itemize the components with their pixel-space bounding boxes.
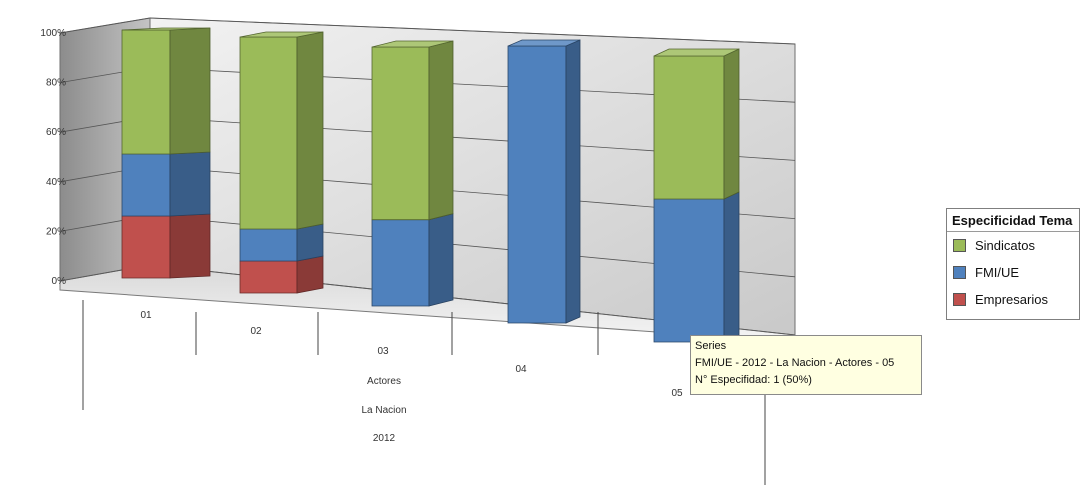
bar-front — [653, 55, 725, 200]
bar-side — [723, 48, 740, 200]
legend-label: FMI/UE — [975, 265, 1020, 280]
x-level-label: 2012 — [373, 433, 396, 444]
tooltip-line-2: FMI/UE - 2012 - La Nacion - Actores - 05 — [695, 357, 895, 369]
bar-top — [507, 39, 581, 47]
bar-side — [169, 27, 211, 155]
bar-front — [371, 46, 430, 221]
data-tooltip: Series FMI/UE - 2012 - La Nacion - Actor… — [690, 335, 922, 395]
bar-side — [428, 40, 454, 221]
bar-side — [296, 255, 324, 294]
legend-title: Especificidad Tema — [947, 209, 1079, 232]
gridline — [149, 17, 796, 45]
x-category-label: 01 — [140, 310, 152, 321]
bar-front — [239, 36, 298, 230]
bar-front — [239, 228, 298, 262]
tooltip-line-1: Series — [695, 340, 727, 352]
legend-label: Sindicatos — [975, 238, 1035, 253]
legend-swatch-fmi-ue — [953, 266, 966, 279]
legend-swatch-sindicatos — [953, 239, 966, 252]
bar-top — [371, 40, 454, 48]
bar-front — [653, 198, 725, 343]
y-tick-label: 60% — [46, 127, 66, 138]
x-category-label: 03 — [377, 346, 389, 357]
bars — [121, 27, 740, 343]
bar-side — [296, 31, 324, 230]
bar-top — [653, 48, 740, 57]
gridline-side — [59, 17, 151, 34]
legend-label: Empresarios — [975, 292, 1048, 307]
bar-front — [121, 153, 171, 217]
bar-front — [371, 219, 430, 307]
y-tick-label: 100% — [40, 28, 66, 39]
legend-item-sindicatos[interactable]: Sindicatos — [947, 232, 1079, 259]
x-level-label: Actores — [367, 376, 401, 387]
y-tick-label: 40% — [46, 177, 66, 188]
bar-front — [507, 45, 567, 324]
legend-item-empresarios[interactable]: Empresarios — [947, 286, 1079, 313]
bar-side — [296, 223, 324, 262]
tooltip-line-3: N° Especifidad: 1 (50%) — [695, 374, 812, 386]
x-category-label: 04 — [515, 364, 527, 375]
bar-side — [723, 191, 740, 343]
bar-top — [239, 31, 324, 38]
x-axis-levels: Actores La Nacion 2012 — [361, 376, 406, 444]
y-tick-label: 20% — [46, 226, 66, 237]
bar-side — [428, 213, 454, 307]
y-axis-ticks: 0% 20% 40% 60% 80% 100% — [40, 28, 66, 287]
x-level-label: La Nacion — [361, 405, 406, 416]
bar-side — [169, 213, 211, 279]
legend-item-fmi-ue[interactable]: FMI/UE — [947, 259, 1079, 286]
x-category-label: 05 — [671, 388, 683, 399]
bar-side — [565, 39, 581, 324]
legend: Especificidad Tema Sindicatos FMI/UE Emp… — [946, 208, 1080, 320]
y-tick-label: 80% — [46, 78, 66, 89]
bar-front — [121, 215, 171, 279]
legend-swatch-empresarios — [953, 293, 966, 306]
bar-top — [121, 27, 211, 31]
bar-front — [239, 260, 298, 294]
bar-front — [121, 29, 171, 155]
bar-side — [169, 151, 211, 217]
x-category-label: 02 — [250, 326, 262, 337]
y-tick-label: 0% — [52, 276, 67, 287]
